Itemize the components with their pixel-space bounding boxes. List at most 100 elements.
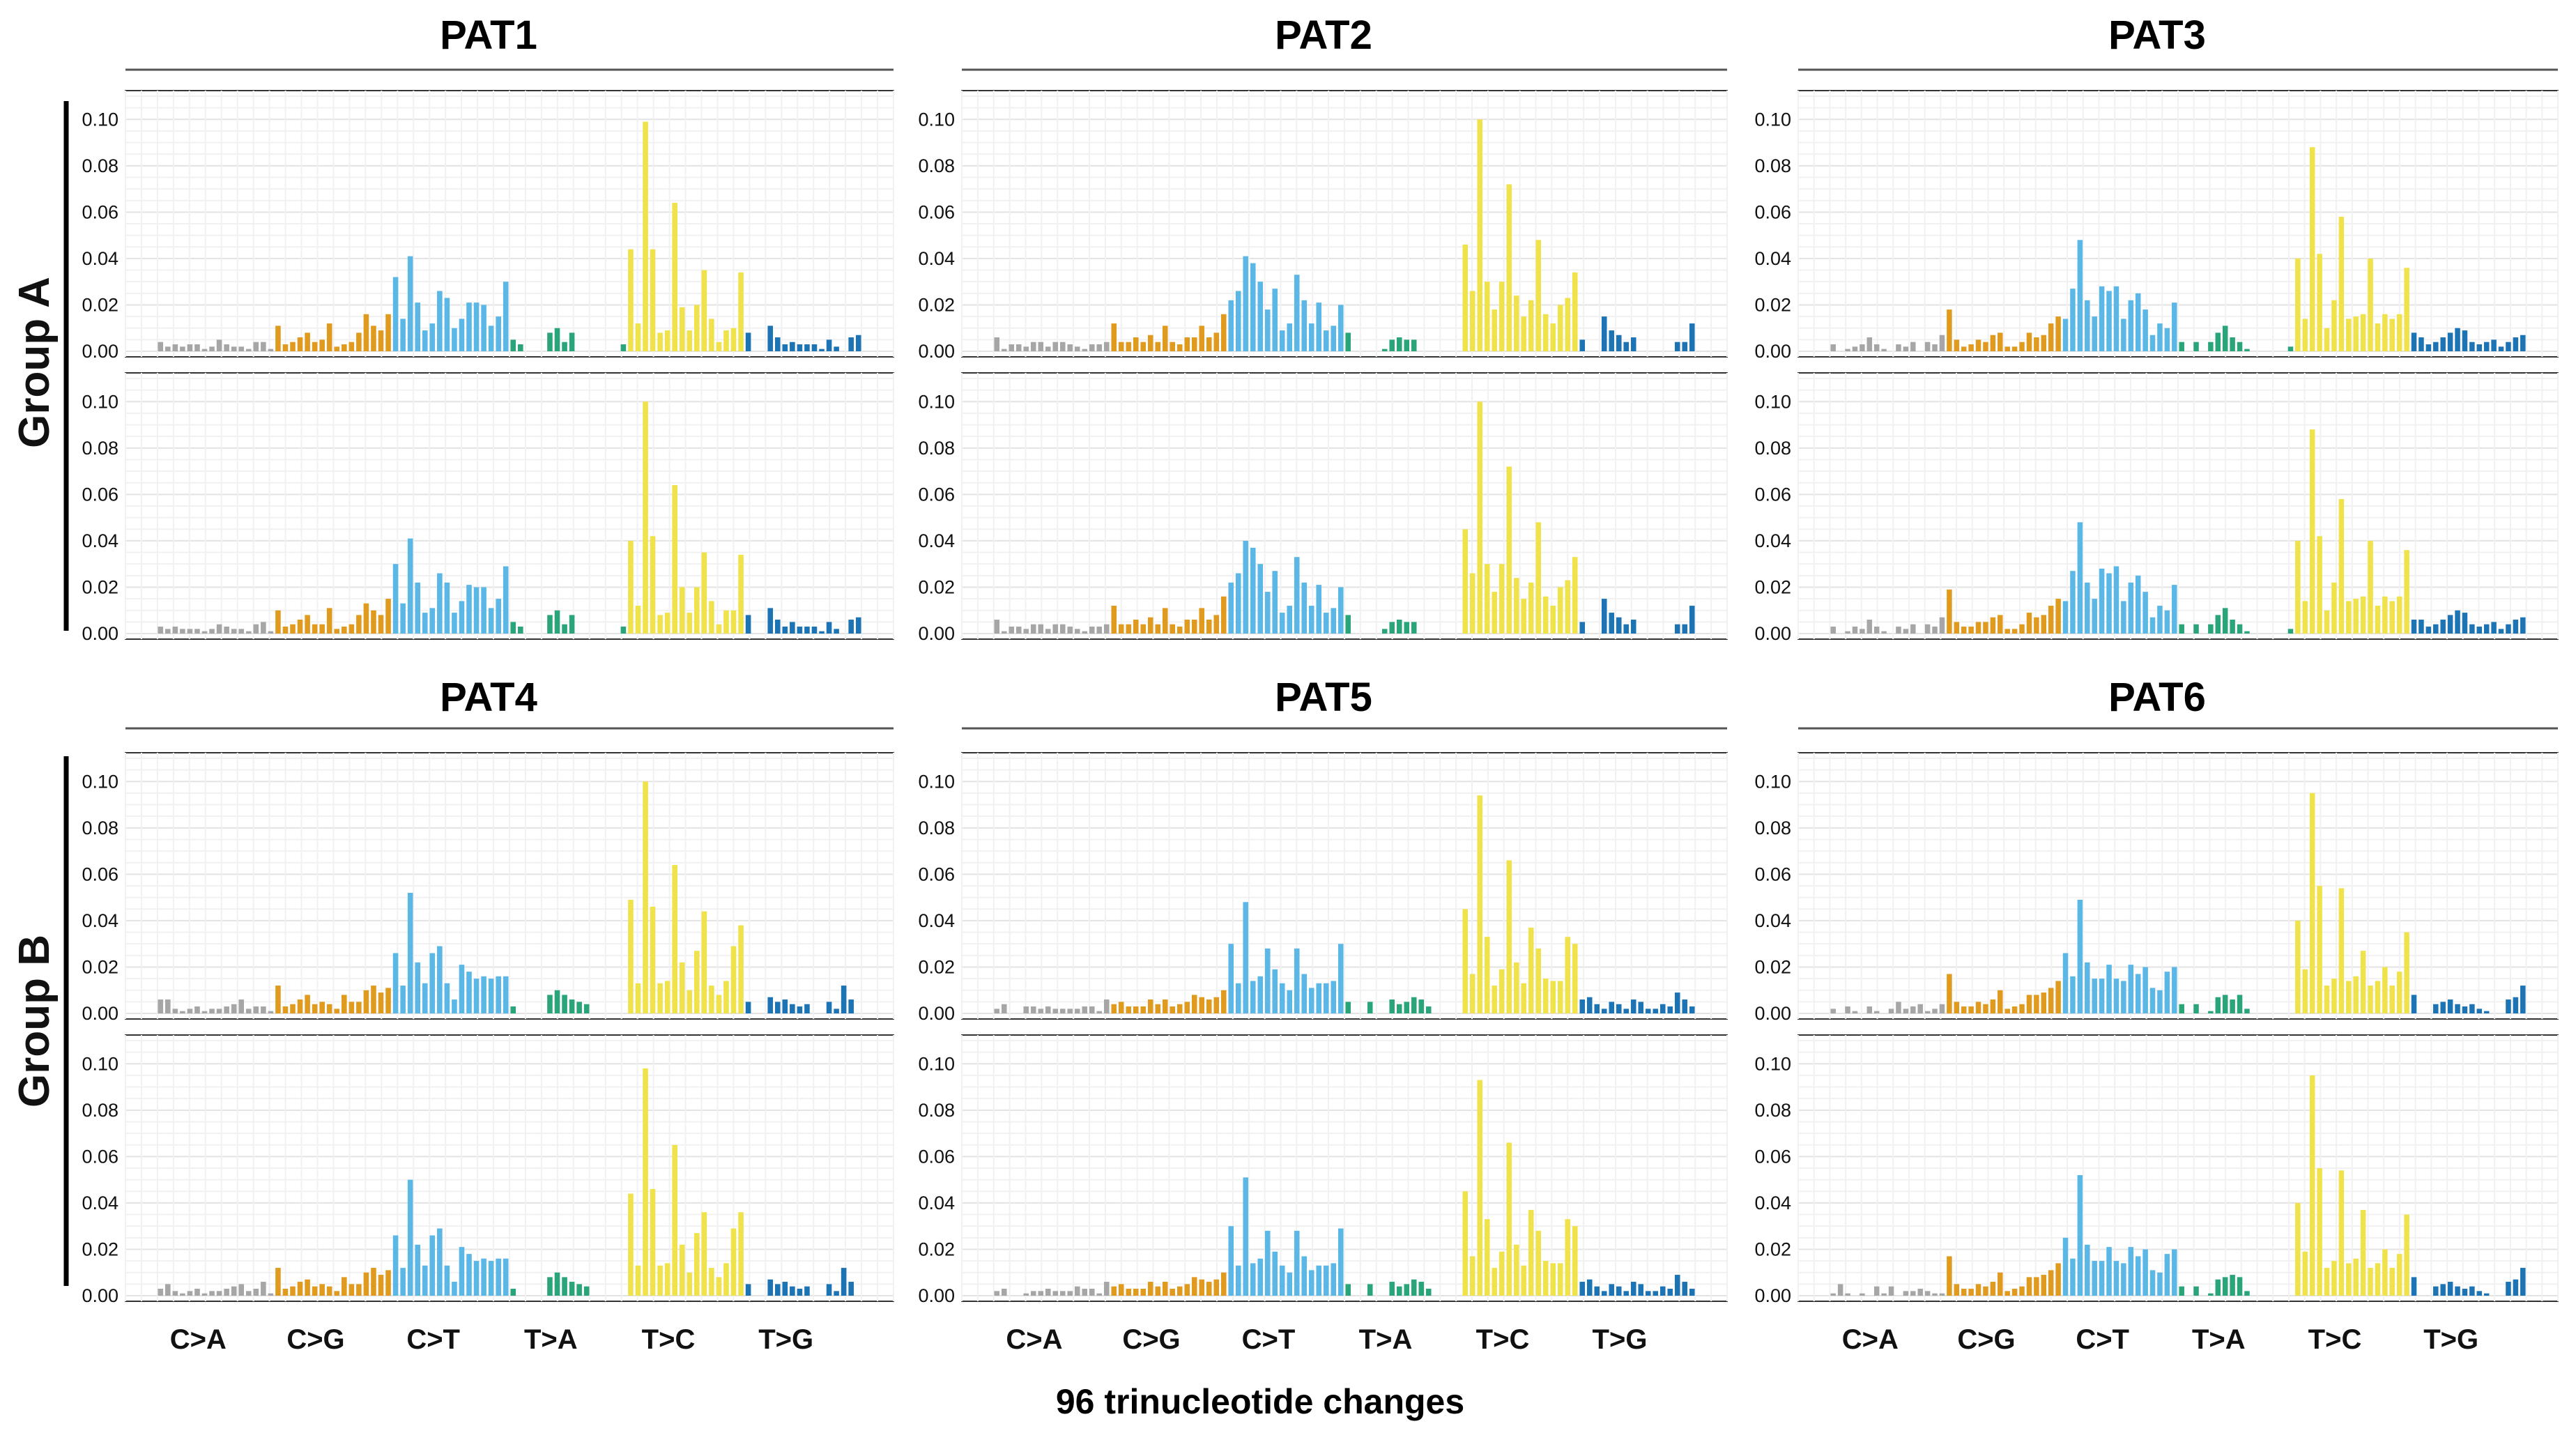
- bar: [496, 316, 501, 351]
- bar: [1932, 344, 1938, 351]
- bar: [1939, 617, 1945, 634]
- bar: [738, 554, 744, 634]
- bar: [643, 401, 648, 634]
- bar: [1389, 1282, 1395, 1296]
- chart-panel-pat1-bottom: 0.00 0.02 0.04 0.06 0.08 0.10: [82, 372, 894, 644]
- bar: [261, 342, 266, 351]
- bar: [1542, 1261, 1549, 1296]
- bar: [562, 624, 567, 634]
- bar: [1250, 547, 1256, 634]
- bar: [1294, 275, 1300, 351]
- bar: [1272, 571, 1278, 634]
- y-tick-label: 0.00: [918, 1003, 955, 1024]
- bar: [1535, 240, 1542, 351]
- bar: [503, 976, 509, 1013]
- bar: [1586, 1279, 1593, 1296]
- bar: [452, 999, 457, 1013]
- bar: [2113, 1261, 2119, 1296]
- y-tick-label: 0.06: [82, 484, 118, 505]
- bar: [2338, 888, 2345, 1013]
- bar: [238, 999, 245, 1013]
- bar: [1170, 624, 1176, 634]
- bar: [1323, 613, 1329, 634]
- bar: [1052, 624, 1059, 634]
- bar: [1199, 997, 1205, 1013]
- bar: [1082, 1006, 1088, 1013]
- bar: [305, 995, 310, 1013]
- bar: [1059, 1009, 1066, 1013]
- bar: [2230, 1275, 2235, 1296]
- bar: [1228, 300, 1234, 351]
- bar: [245, 631, 252, 634]
- bar: [2019, 342, 2025, 351]
- bar: [194, 344, 200, 351]
- bar: [687, 330, 693, 351]
- bar: [1653, 1009, 1659, 1013]
- bar: [1308, 988, 1314, 1013]
- bar: [238, 1284, 245, 1296]
- bar: [1975, 339, 1981, 351]
- bar: [826, 622, 832, 634]
- bar: [415, 1244, 421, 1296]
- bar: [1565, 580, 1571, 634]
- bar: [804, 1286, 810, 1296]
- bar: [305, 1279, 310, 1296]
- bar: [194, 1006, 200, 1013]
- bar: [2404, 268, 2409, 351]
- bar: [2295, 920, 2301, 1013]
- bar: [1579, 622, 1586, 634]
- bar: [1910, 342, 1916, 351]
- bar: [334, 1009, 340, 1013]
- bar: [290, 624, 296, 634]
- bar: [547, 332, 553, 351]
- y-tick-label: 0.04: [1754, 910, 1791, 931]
- bar: [209, 1291, 215, 1296]
- bar: [672, 203, 677, 351]
- bar: [1896, 344, 1901, 351]
- bar: [473, 1261, 480, 1296]
- y-tick-label: 0.04: [82, 1193, 118, 1213]
- category-label: T>A: [524, 1324, 578, 1355]
- bar: [216, 1291, 222, 1296]
- bar: [804, 344, 810, 351]
- bar: [1038, 624, 1044, 634]
- bar: [804, 1004, 810, 1013]
- chart-panel-pat4-top: PAT4 0.00 0.02 0.04 0.06 0.08 0.10: [82, 675, 894, 1024]
- bar: [1462, 909, 1469, 1013]
- bar: [2368, 986, 2373, 1013]
- bar: [1103, 1282, 1110, 1296]
- bar: [1492, 1268, 1498, 1296]
- bar: [1404, 622, 1410, 634]
- category-label: C>A: [170, 1324, 227, 1355]
- panels-layer: PAT1 0.00 0.02 0.04 0.06 0.08 0.10 0.00 0.02 0.04…: [82, 13, 2559, 1355]
- category-label: T>G: [758, 1324, 813, 1355]
- bar: [1990, 335, 1996, 351]
- chart-panel-pat6-bottom: 0.00 0.02 0.04 0.06 0.08 0.10 C>A C>G C>T T>A T>C T…: [1754, 1034, 2559, 1355]
- bar: [657, 332, 663, 351]
- category-label: C>G: [286, 1324, 344, 1355]
- bar: [2331, 979, 2337, 1013]
- bar: [2324, 328, 2330, 351]
- bar: [1074, 629, 1080, 634]
- y-tick-label: 0.10: [918, 109, 955, 130]
- bar: [1074, 346, 1080, 351]
- y-tick-label: 0.06: [82, 1146, 118, 1167]
- bar: [2208, 342, 2214, 351]
- bar: [1381, 629, 1388, 634]
- bar: [319, 339, 325, 351]
- bar: [1301, 582, 1308, 634]
- bar: [444, 983, 450, 1013]
- bar: [290, 1004, 296, 1013]
- bar: [312, 624, 318, 634]
- bar: [2382, 314, 2388, 351]
- bar: [2062, 1237, 2069, 1296]
- bar: [290, 1286, 296, 1296]
- bar: [664, 1263, 670, 1296]
- bar: [518, 627, 523, 634]
- bar: [672, 865, 677, 1013]
- bar: [1630, 620, 1636, 634]
- bar: [1243, 902, 1249, 1013]
- bar: [2244, 1291, 2250, 1296]
- bar: [400, 603, 406, 634]
- bar: [2179, 1004, 2184, 1013]
